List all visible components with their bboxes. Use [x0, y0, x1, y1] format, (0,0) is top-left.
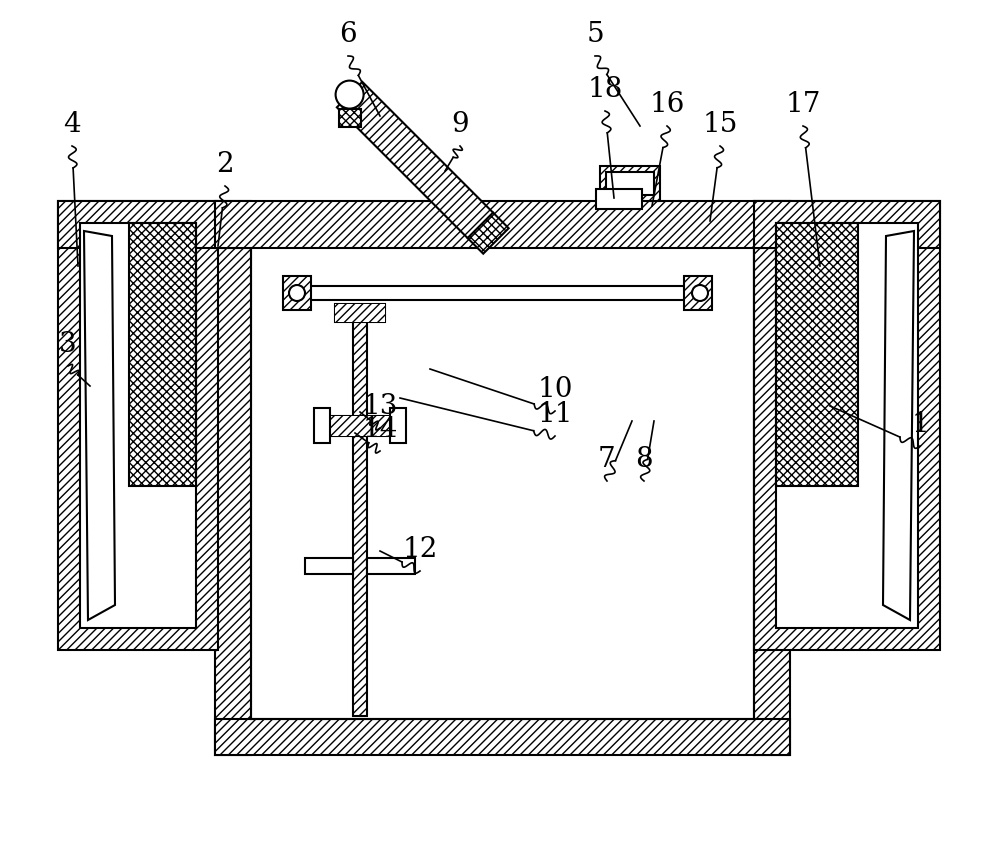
Polygon shape [883, 231, 914, 620]
Text: 14: 14 [362, 416, 398, 443]
Text: 4: 4 [63, 111, 81, 138]
Bar [776, 223, 918, 628]
Bar [305, 558, 353, 574]
Bar [58, 201, 251, 248]
Text: 16: 16 [649, 91, 685, 118]
Bar [283, 276, 311, 310]
Text: 7: 7 [598, 446, 616, 473]
Text: 17: 17 [785, 91, 821, 118]
Bar [754, 201, 940, 248]
Bar [58, 201, 218, 650]
Bar [776, 223, 858, 486]
Bar [339, 108, 361, 126]
Polygon shape [84, 231, 115, 620]
Text: 5: 5 [586, 21, 604, 48]
Text: 15: 15 [702, 111, 738, 138]
Text: 11: 11 [537, 401, 573, 428]
Text: 8: 8 [635, 446, 653, 473]
Bar [754, 205, 790, 755]
Polygon shape [468, 213, 509, 254]
Bar [330, 416, 390, 436]
Bar [330, 416, 390, 436]
Circle shape [336, 81, 364, 108]
Circle shape [692, 285, 708, 301]
Bar [215, 201, 790, 248]
Bar [215, 201, 790, 248]
Text: 2: 2 [216, 151, 234, 178]
Bar [129, 223, 196, 486]
Bar [353, 310, 367, 716]
Bar [600, 166, 660, 201]
Bar [58, 201, 218, 650]
Bar [600, 166, 660, 201]
Bar [330, 416, 390, 436]
Bar [335, 304, 385, 322]
Polygon shape [337, 82, 493, 238]
Bar [353, 310, 367, 716]
Bar [754, 201, 940, 650]
Bar [367, 558, 415, 574]
Bar [215, 205, 251, 755]
Text: 18: 18 [587, 76, 623, 103]
Bar [754, 201, 940, 248]
Bar [215, 719, 790, 755]
Text: 9: 9 [451, 111, 469, 138]
Bar [596, 189, 642, 209]
Bar [58, 201, 251, 248]
Bar [251, 205, 754, 719]
Bar [314, 408, 330, 443]
Bar [129, 223, 196, 486]
Bar [684, 276, 712, 310]
Bar [608, 176, 638, 203]
Bar [754, 205, 790, 755]
Bar [80, 223, 196, 628]
Bar [776, 223, 858, 486]
Text: 10: 10 [537, 376, 573, 403]
Text: 6: 6 [339, 21, 357, 48]
Bar [215, 719, 790, 755]
Bar [608, 176, 638, 203]
Bar [335, 304, 385, 322]
Bar [754, 201, 940, 650]
Text: 13: 13 [362, 393, 398, 420]
Bar [339, 108, 361, 126]
Bar [684, 276, 712, 310]
Bar [283, 276, 311, 310]
Bar [390, 408, 406, 443]
Text: 1: 1 [911, 411, 929, 438]
Bar [335, 304, 385, 322]
Text: 3: 3 [59, 331, 77, 358]
Bar [606, 172, 654, 195]
Circle shape [289, 285, 305, 301]
Bar [215, 205, 251, 755]
Text: 12: 12 [402, 536, 438, 563]
